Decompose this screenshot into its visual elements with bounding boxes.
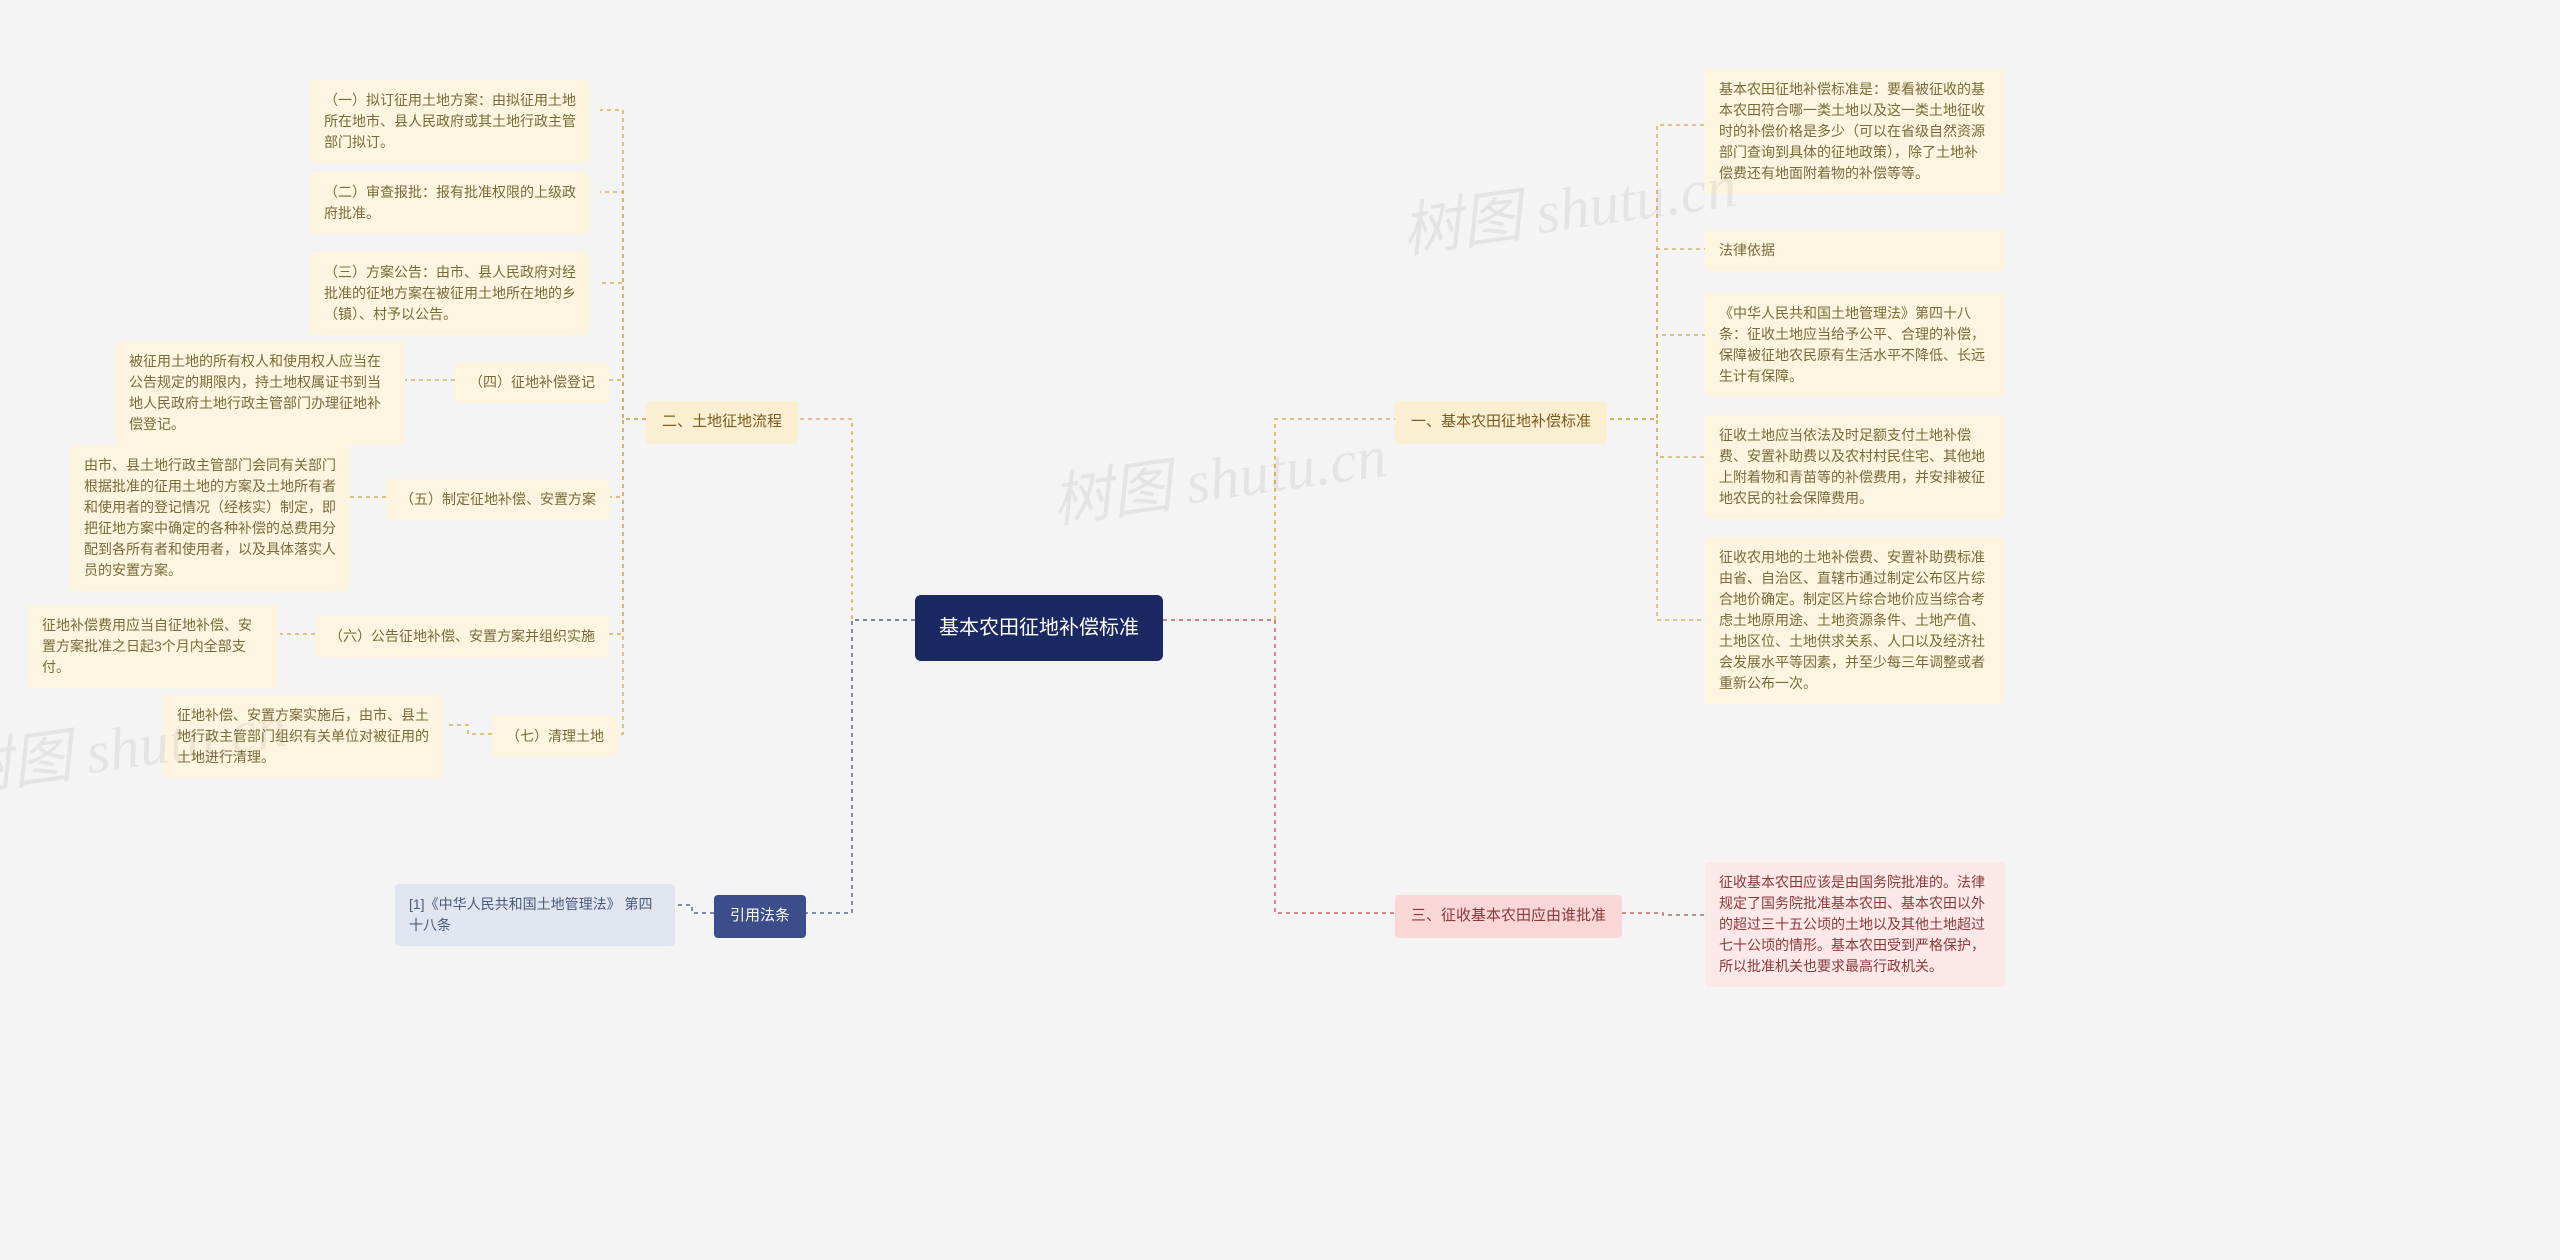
leaf-l2-5: 由市、县土地行政主管部门会同有关部门根据批准的征用土地的方案及土地所有者和使用者… <box>70 445 350 591</box>
leaf-l2-1: （一）拟订征用土地方案：由拟征用土地所在地市、县人民政府或其土地行政主管部门拟订… <box>310 80 590 163</box>
leaf-l2-4-label: （四）征地补偿登记 <box>455 362 609 403</box>
leaf-r1-4: 征收土地应当依法及时足额支付土地补偿费、安置补助费以及农村村民住宅、其他地上附着… <box>1705 415 2005 519</box>
leaf-l2-6-label: （六）公告征地补偿、安置方案并组织实施 <box>315 616 609 657</box>
leaf-l4-1: [1]《中华人民共和国土地管理法》 第四十八条 <box>395 884 675 946</box>
leaf-l2-5-label: （五）制定征地补偿、安置方案 <box>386 479 610 520</box>
leaf-r1-5: 征收农用地的土地补偿费、安置补助费标准由省、自治区、直辖市通过制定公布区片综合地… <box>1705 537 2005 704</box>
leaf-l2-7: 征地补偿、安置方案实施后，由市、县土地行政主管部门组织有关单位对被征用的土地进行… <box>163 695 443 778</box>
watermark-2: 树图 shutu.cn <box>1046 407 1391 540</box>
branch-4: 引用法条 <box>714 895 806 938</box>
leaf-r1-2: 法律依据 <box>1705 230 2005 271</box>
leaf-r1-3: 《中华人民共和国土地管理法》第四十八条：征收土地应当给予公平、合理的补偿，保障被… <box>1705 293 2005 397</box>
leaf-l2-3: （三）方案公告：由市、县人民政府对经批准的征地方案在被征用土地所在地的乡（镇）、… <box>310 252 590 335</box>
branch-2: 二、土地征地流程 <box>646 401 798 444</box>
leaf-l2-6: 征地补偿费用应当自征地补偿、安置方案批准之日起3个月内全部支付。 <box>28 605 278 688</box>
watermark-1: 树图 shutu.cn <box>1396 137 1741 270</box>
leaf-r1-1: 基本农田征地补偿标准是：要看被征收的基本农田符合哪一类土地以及这一类土地征收时的… <box>1705 69 2005 194</box>
root-node: 基本农田征地补偿标准 <box>915 595 1163 661</box>
leaf-l2-2: （二）审查报批：报有批准权限的上级政府批准。 <box>310 172 590 234</box>
leaf-r3-1: 征收基本农田应该是由国务院批准的。法律规定了国务院批准基本农田、基本农田以外的超… <box>1705 862 2005 987</box>
branch-3: 三、征收基本农田应由谁批准 <box>1395 895 1622 938</box>
branch-1: 一、基本农田征地补偿标准 <box>1395 401 1607 444</box>
leaf-l2-7-label: （七）清理土地 <box>492 716 618 757</box>
leaf-l2-4: 被征用土地的所有权人和使用权人应当在公告规定的期限内，持土地权属证书到当地人民政… <box>115 341 405 445</box>
